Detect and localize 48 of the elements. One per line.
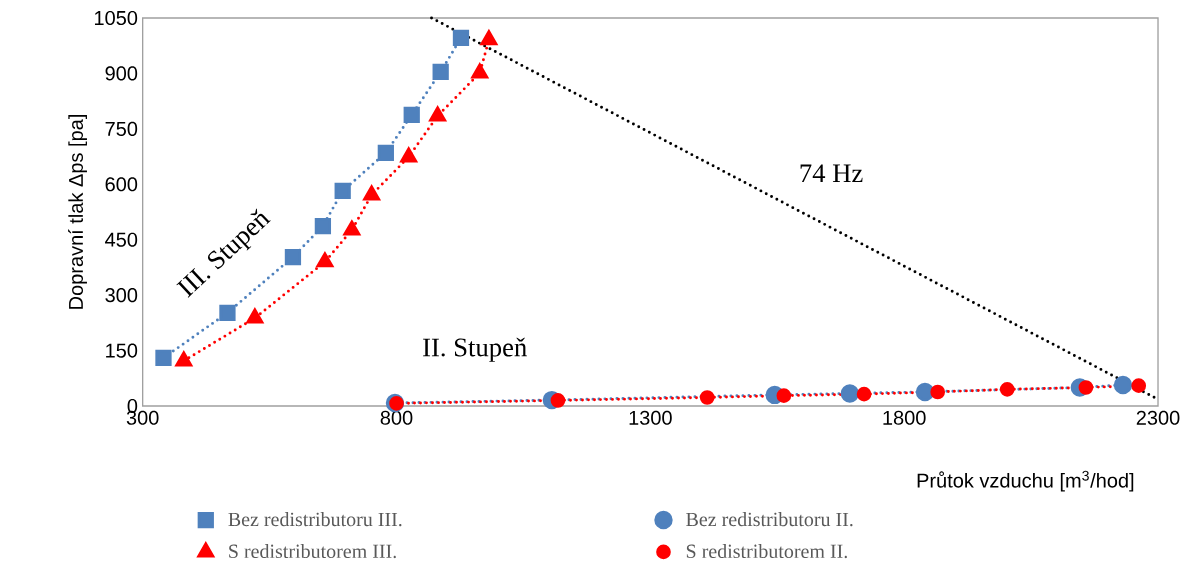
x-tick-label: 1300 — [629, 410, 672, 425]
point — [1078, 380, 1094, 395]
annotation: II. Stupeň — [423, 337, 527, 362]
point — [930, 384, 946, 400]
point — [377, 144, 394, 162]
x-tick-label: 800 — [380, 410, 413, 425]
y-axis-title: Dopravní tlak Δps [pa] — [68, 115, 87, 309]
point — [363, 185, 381, 201]
point — [452, 29, 470, 47]
y-tick-label: 300 — [105, 288, 138, 303]
point — [776, 388, 792, 403]
point — [1131, 378, 1147, 394]
y-tick-label: 150 — [106, 343, 138, 358]
y-tick-label: 600 — [105, 177, 138, 192]
point — [915, 382, 935, 402]
point — [219, 304, 236, 322]
point — [343, 220, 361, 236]
point — [856, 386, 872, 402]
legend-label: Bez redistributoru III. — [228, 512, 402, 527]
point — [840, 384, 860, 403]
point — [314, 217, 332, 235]
x-tick-label: 2300 — [1136, 410, 1180, 425]
point — [429, 106, 447, 122]
point — [699, 390, 715, 405]
x-tick-label: 1800 — [883, 410, 926, 425]
annotation: 74 Hz — [800, 164, 863, 182]
point — [403, 106, 420, 123]
point — [155, 349, 172, 367]
point — [246, 308, 264, 324]
legend-label: Bez redistributoru II. — [686, 512, 853, 527]
point — [999, 382, 1015, 397]
y-tick-label: 900 — [105, 66, 138, 81]
point — [400, 147, 418, 163]
point — [334, 182, 351, 200]
point — [432, 63, 449, 81]
point — [550, 393, 566, 408]
legend-label: S redistributorem II. — [686, 544, 847, 559]
point — [471, 63, 489, 79]
point — [1113, 375, 1133, 395]
point — [480, 30, 498, 46]
x-axis-title: Průtok vzduchu [m$^{3}$/hod] — [917, 470, 1134, 492]
point — [175, 351, 193, 367]
y-tick-label: 1050 — [94, 10, 138, 26]
legend-label: S redistributorem III. — [229, 544, 396, 559]
y-tick-label: 450 — [105, 232, 138, 247]
y-tick-label: 750 — [105, 121, 138, 136]
point — [316, 252, 334, 268]
point — [284, 248, 302, 266]
